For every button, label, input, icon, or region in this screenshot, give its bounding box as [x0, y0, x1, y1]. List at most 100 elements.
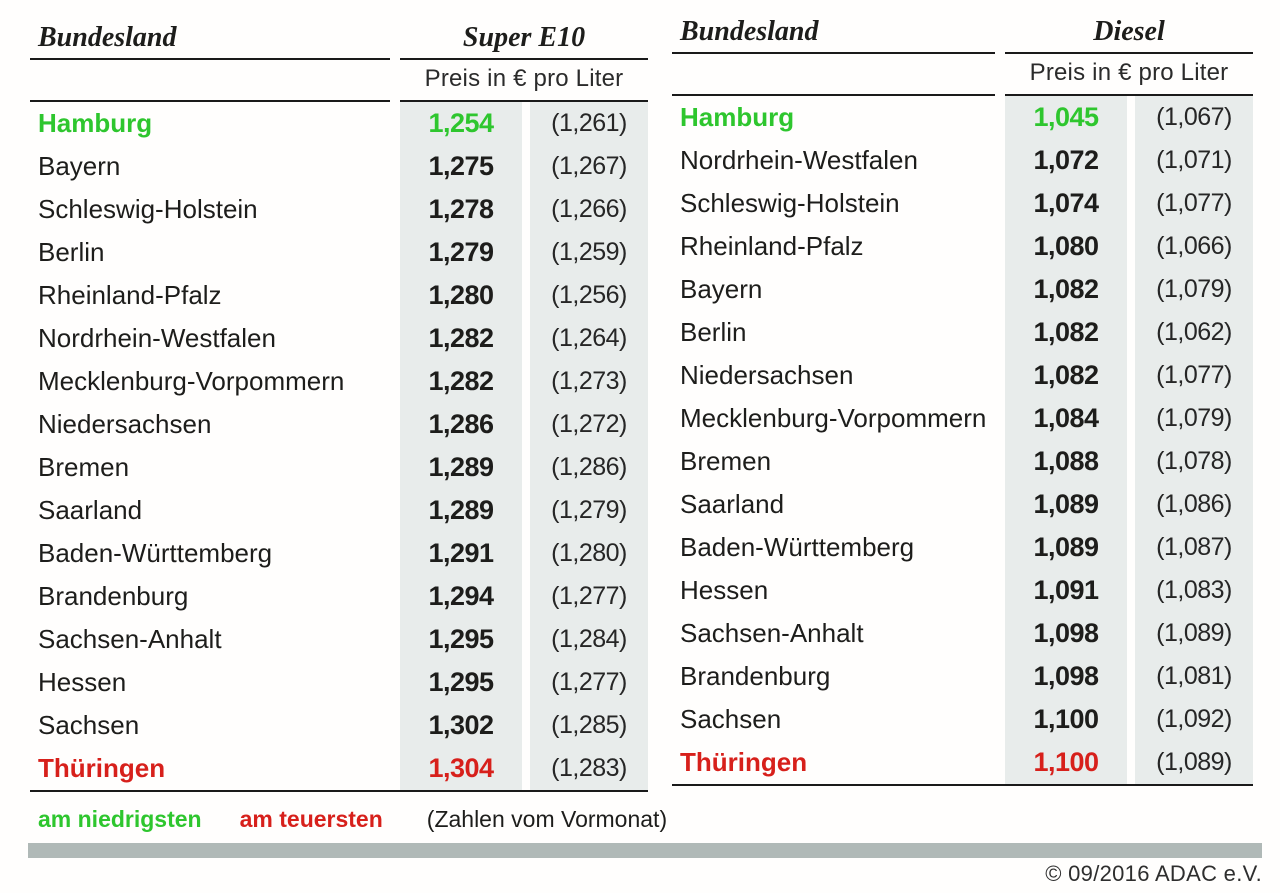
state-name: Bremen — [38, 452, 130, 482]
current-price: 1,294 — [400, 575, 522, 618]
state-name: Mecklenburg-Vorpommern — [38, 366, 345, 396]
table-row: Mecklenburg-Vorpommern 1,282 (1,273) — [30, 360, 648, 403]
table-row: Berlin 1,082 (1,062) — [672, 311, 1253, 354]
table-row: Hessen 1,295 (1,277) — [30, 661, 648, 704]
state-name: Thüringen — [38, 753, 166, 783]
state-name: Rheinland-Pfalz — [680, 231, 864, 261]
table-row: Bayern 1,275 (1,267) — [30, 145, 648, 188]
legend-previous-month-note: (Zahlen vom Vormonat) — [426, 806, 668, 832]
current-price: 1,282 — [400, 317, 522, 360]
table-header: Bundesland Super E10 — [30, 20, 648, 60]
state-name: Bayern — [680, 274, 763, 304]
previous-month-price: (1,283) — [530, 747, 648, 790]
previous-month-price: (1,285) — [530, 704, 648, 747]
table-row: Berlin 1,279 (1,259) — [30, 231, 648, 274]
current-price: 1,280 — [400, 274, 522, 317]
current-price: 1,282 — [400, 360, 522, 403]
previous-month-price: (1,081) — [1135, 655, 1253, 698]
table-row: Sachsen 1,302 (1,285) — [30, 704, 648, 747]
table-row: Brandenburg 1,294 (1,277) — [30, 575, 648, 618]
previous-month-price: (1,273) — [530, 360, 648, 403]
fuel-type-header: Super E10 — [400, 24, 648, 60]
previous-month-price: (1,089) — [1135, 741, 1253, 784]
current-price: 1,089 — [1005, 526, 1127, 569]
state-name: Mecklenburg-Vorpommern — [680, 403, 987, 433]
table-subheader: Preis in € pro Liter — [672, 54, 1253, 96]
current-price: 1,304 — [400, 747, 522, 790]
table-row: Baden-Württemberg 1,291 (1,280) — [30, 532, 648, 575]
table-row: Thüringen 1,304 (1,283) — [30, 747, 648, 790]
state-name: Hessen — [38, 667, 127, 697]
state-name: Saarland — [680, 489, 785, 519]
state-name: Sachsen-Anhalt — [38, 624, 222, 654]
previous-month-price: (1,077) — [1135, 354, 1253, 397]
table-row: Schleswig-Holstein 1,278 (1,266) — [30, 188, 648, 231]
table-row: Mecklenburg-Vorpommern 1,084 (1,079) — [672, 397, 1253, 440]
current-price: 1,295 — [400, 618, 522, 661]
price-unit-header: Preis in € pro Liter — [1005, 52, 1253, 96]
current-price: 1,302 — [400, 704, 522, 747]
previous-month-price: (1,066) — [1135, 225, 1253, 268]
bottom-divider-bar — [28, 843, 1262, 858]
diesel-table: Bundesland Diesel Preis in € pro Liter H… — [672, 14, 1253, 786]
table-row: Niedersachsen 1,082 (1,077) — [672, 354, 1253, 397]
table-row: Hamburg 1,254 (1,261) — [30, 102, 648, 145]
table-row: Nordrhein-Westfalen 1,282 (1,264) — [30, 317, 648, 360]
previous-month-price: (1,280) — [530, 532, 648, 575]
subheader-spacer — [30, 58, 390, 102]
previous-month-price: (1,264) — [530, 317, 648, 360]
state-name: Schleswig-Holstein — [38, 194, 258, 224]
current-price: 1,089 — [1005, 483, 1127, 526]
previous-month-price: (1,087) — [1135, 526, 1253, 569]
current-price: 1,091 — [1005, 569, 1127, 612]
state-name: Berlin — [38, 237, 105, 267]
previous-month-price: (1,086) — [1135, 483, 1253, 526]
legend-highest-label: am teuersten — [239, 806, 383, 832]
table-row: Rheinland-Pfalz 1,280 (1,256) — [30, 274, 648, 317]
current-price: 1,088 — [1005, 440, 1127, 483]
table-row: Sachsen 1,100 (1,092) — [672, 698, 1253, 741]
table-body: Hamburg 1,045 (1,067) Nordrhein-Westfalen 1,… — [672, 96, 1253, 786]
state-name: Schleswig-Holstein — [680, 188, 900, 218]
current-price: 1,289 — [400, 489, 522, 532]
price-unit-header: Preis in € pro Liter — [400, 58, 648, 102]
table-row: Nordrhein-Westfalen 1,072 (1,071) — [672, 139, 1253, 182]
legend: am niedrigsten am teuersten (Zahlen vom … — [38, 806, 705, 833]
previous-month-price: (1,078) — [1135, 440, 1253, 483]
previous-month-price: (1,272) — [530, 403, 648, 446]
table-row: Baden-Württemberg 1,089 (1,087) — [672, 526, 1253, 569]
state-name: Baden-Württemberg — [38, 538, 273, 568]
current-price: 1,080 — [1005, 225, 1127, 268]
table-row: Bremen 1,289 (1,286) — [30, 446, 648, 489]
table-row: Saarland 1,089 (1,086) — [672, 483, 1253, 526]
fuel-type-header: Diesel — [1005, 18, 1253, 54]
bundesland-column-header: Bundesland — [30, 24, 390, 60]
current-price: 1,278 — [400, 188, 522, 231]
previous-month-price: (1,267) — [530, 145, 648, 188]
table-row: Niedersachsen 1,286 (1,272) — [30, 403, 648, 446]
previous-month-price: (1,089) — [1135, 612, 1253, 655]
current-price: 1,100 — [1005, 741, 1127, 784]
table-row: Schleswig-Holstein 1,074 (1,077) — [672, 182, 1253, 225]
previous-month-price: (1,079) — [1135, 268, 1253, 311]
state-name: Brandenburg — [38, 581, 189, 611]
state-name: Brandenburg — [680, 661, 831, 691]
current-price: 1,045 — [1005, 96, 1127, 139]
state-name: Saarland — [38, 495, 143, 525]
current-price: 1,291 — [400, 532, 522, 575]
table-row: Bremen 1,088 (1,078) — [672, 440, 1253, 483]
current-price: 1,254 — [400, 102, 522, 145]
current-price: 1,279 — [400, 231, 522, 274]
previous-month-price: (1,286) — [530, 446, 648, 489]
previous-month-price: (1,279) — [530, 489, 648, 532]
current-price: 1,286 — [400, 403, 522, 446]
previous-month-price: (1,277) — [530, 575, 648, 618]
current-price: 1,072 — [1005, 139, 1127, 182]
current-price: 1,098 — [1005, 655, 1127, 698]
previous-month-price: (1,266) — [530, 188, 648, 231]
previous-month-price: (1,256) — [530, 274, 648, 317]
current-price: 1,082 — [1005, 311, 1127, 354]
state-name: Hamburg — [38, 108, 153, 138]
previous-month-price: (1,092) — [1135, 698, 1253, 741]
table-row: Brandenburg 1,098 (1,081) — [672, 655, 1253, 698]
